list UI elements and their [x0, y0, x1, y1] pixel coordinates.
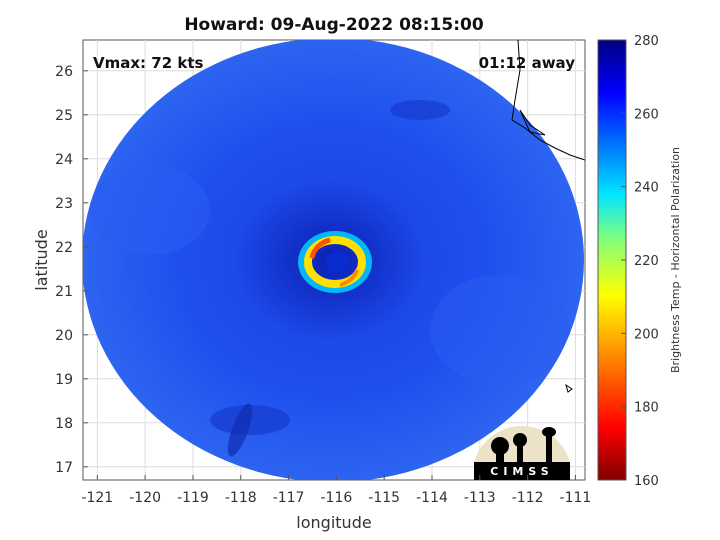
y-tick-label: 26: [55, 64, 73, 80]
colorbar-tick-label: 180: [634, 401, 659, 416]
colorbar-tick-label: 160: [634, 474, 659, 489]
y-tick-label: 19: [55, 372, 73, 388]
logo-text: CIMSS: [490, 465, 553, 478]
x-tick-label: -113: [464, 490, 496, 506]
y-tick-label: 20: [55, 328, 73, 344]
colorbar-tick-label: 260: [634, 107, 659, 122]
coastline-island: [519, 109, 546, 136]
colorbar-ticks: 160 180 200 220 240 260 280: [621, 34, 659, 489]
y-axis-label: latitude: [32, 229, 51, 290]
storm-eye: [325, 252, 349, 272]
colorbar-tick-label: 240: [634, 181, 659, 196]
colorbar-tick-label: 200: [634, 327, 659, 342]
x-tick-label: -118: [225, 490, 257, 506]
island: [565, 383, 573, 393]
time-away-label: 01:12 away: [479, 54, 576, 72]
y-tick-label: 23: [55, 196, 73, 212]
colorbar-tick-label: 220: [634, 254, 659, 269]
x-tick-label: -115: [368, 490, 400, 506]
y-tick-label: 18: [55, 416, 73, 432]
colorbar-tick-label: 280: [634, 34, 659, 49]
x-tick-label: -117: [273, 490, 305, 506]
x-tick-label: -112: [512, 490, 544, 506]
storm-eyewall: [298, 231, 372, 293]
coastline: [511, 40, 585, 161]
colorbar: 160 180 200 220 240 260 280 Brightness Temp - …: [597, 34, 682, 489]
y-tick-label: 22: [55, 240, 73, 256]
y-tick-label: 25: [55, 108, 73, 124]
colorbar-label: Brightness Temp - Horizontal Polarizatio…: [669, 147, 682, 373]
y-tick-label: 21: [55, 284, 73, 300]
x-tick-label: -116: [320, 490, 352, 506]
y-axis-ticks: 17 18 19 20 21 22 23 24 25 26: [55, 64, 88, 476]
y-tick-label: 24: [55, 152, 73, 168]
vmax-label: Vmax: 72 kts: [93, 54, 203, 72]
x-tick-label: -120: [129, 490, 161, 506]
chart-title: Howard: 09-Aug-2022 08:15:00: [184, 15, 484, 35]
cimss-logo: CIMSS: [474, 425, 570, 480]
x-tick-label: -111: [560, 490, 592, 506]
x-axis-label: longitude: [296, 513, 371, 532]
x-tick-label: -119: [177, 490, 209, 506]
plot-area: Vmax: 72 kts 01:12 away CIMSS: [82, 39, 586, 481]
x-tick-label: -121: [81, 490, 113, 506]
x-tick-label: -114: [416, 490, 448, 506]
y-tick-label: 17: [55, 460, 73, 476]
x-axis-ticks: -121 -120 -119 -118 -117 -116 -115 -114 -113 -112…: [81, 475, 591, 506]
